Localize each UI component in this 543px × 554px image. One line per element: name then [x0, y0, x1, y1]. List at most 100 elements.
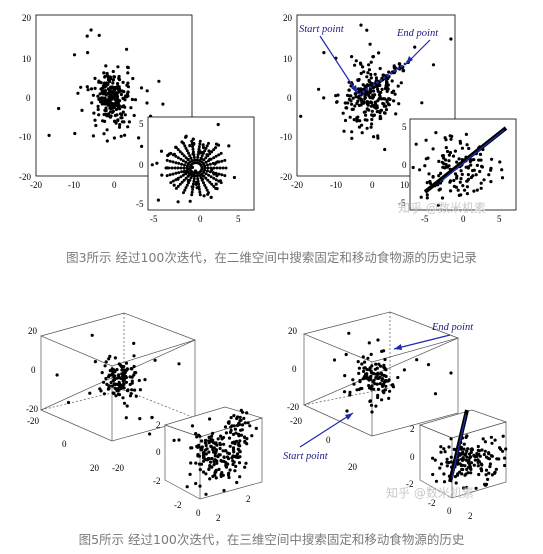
scatter-point — [102, 81, 106, 85]
scatter-point — [191, 174, 195, 178]
scatter-point — [367, 63, 371, 67]
scatter-point — [462, 447, 466, 451]
scatter-point — [424, 138, 428, 142]
scatter-point — [193, 169, 197, 173]
scatter-point — [212, 172, 216, 176]
scatter-point — [200, 439, 204, 443]
scatter-point — [89, 28, 93, 32]
scatter-point — [469, 471, 473, 475]
scatter-point — [157, 79, 161, 83]
scatter-point — [431, 456, 435, 460]
scatter-point — [354, 95, 358, 99]
scatter-point — [359, 23, 363, 27]
scatter-point — [127, 120, 131, 124]
scatter-point — [394, 112, 398, 116]
scatter-point — [105, 128, 109, 132]
scatter-point — [229, 416, 233, 420]
scatter-point — [72, 53, 77, 57]
scatter-point — [369, 403, 374, 407]
scatter-point — [474, 173, 478, 177]
scatter-point — [184, 176, 188, 180]
scatter-point — [191, 137, 195, 141]
scatter-point — [124, 361, 129, 365]
scatter-point — [440, 160, 444, 164]
fig5-left-front-tick-m20b: -20 — [112, 463, 124, 473]
fig5-right-inset-ztick-m2: -2 — [406, 479, 414, 489]
figure5-caption: 图5所示 经过100次迭代，在三维空间中搜索固定和移动食物源的历史 — [78, 532, 465, 547]
scatter-point — [150, 415, 154, 420]
scatter-point — [239, 433, 243, 437]
scatter-point — [441, 154, 445, 158]
fig3-right-inset-ytick-m5: -5 — [398, 198, 406, 208]
scatter-point — [195, 186, 199, 190]
scatter-point — [118, 87, 122, 91]
scatter-point — [231, 459, 235, 463]
scatter-point — [428, 179, 432, 184]
scatter-point — [234, 464, 238, 468]
scatter-point — [375, 382, 379, 386]
scatter-point — [489, 180, 493, 184]
scatter-point — [460, 172, 464, 176]
scatter-point — [238, 455, 242, 459]
scatter-point — [211, 431, 215, 435]
scatter-point — [466, 447, 470, 451]
scatter-point — [459, 447, 463, 451]
scatter-point — [214, 154, 218, 158]
scatter-point — [461, 467, 465, 472]
scatter-point — [396, 375, 400, 380]
scatter-point — [212, 148, 216, 152]
scatter-point — [228, 430, 233, 434]
fig5-left-ztick-m20: -20 — [26, 404, 38, 414]
scatter-point — [110, 90, 114, 94]
scatter-point — [189, 461, 193, 465]
scatter-point — [139, 86, 144, 90]
scatter-point — [237, 434, 241, 438]
scatter-point — [86, 51, 90, 55]
scatter-point — [166, 153, 170, 158]
fig3-left-inset-xtick-5: 5 — [236, 214, 241, 224]
scatter-point — [365, 372, 369, 376]
fig5-right-ztick-m20: -20 — [287, 402, 299, 412]
scatter-point — [182, 178, 186, 182]
scatter-point — [187, 167, 191, 171]
scatter-point — [365, 118, 369, 122]
scatter-point — [469, 163, 473, 167]
scatter-point — [235, 480, 239, 485]
scatter-point — [109, 110, 113, 114]
scatter-point — [172, 183, 176, 187]
scatter-point — [170, 166, 174, 170]
scatter-point — [374, 404, 378, 408]
scatter-point — [204, 492, 208, 496]
scatter-point — [461, 463, 465, 467]
scatter-point — [97, 80, 101, 84]
scatter-point — [159, 149, 164, 153]
scatter-point — [233, 427, 237, 431]
fig3-right-ytick-m10: -10 — [280, 132, 292, 142]
scatter-point — [365, 75, 369, 79]
scatter-point — [137, 378, 141, 383]
scatter-point — [125, 367, 129, 371]
scatter-point — [190, 139, 194, 143]
scatter-point — [390, 79, 394, 83]
scatter-point — [176, 184, 180, 188]
scatter-point — [101, 84, 105, 88]
fig5-start-point-label: Start point — [283, 451, 329, 462]
scatter-point — [479, 181, 483, 185]
scatter-point — [375, 366, 379, 370]
scatter-point — [498, 160, 502, 164]
scatter-point — [195, 158, 199, 162]
scatter-point — [203, 441, 207, 445]
scatter-point — [353, 104, 357, 108]
scatter-point — [208, 180, 212, 184]
scatter-point — [458, 180, 462, 184]
scatter-point — [227, 436, 232, 440]
scatter-point — [204, 160, 208, 164]
scatter-point — [165, 166, 169, 170]
scatter-point — [168, 173, 172, 177]
scatter-point — [209, 445, 214, 449]
scatter-point — [217, 153, 221, 157]
scatter-point — [140, 144, 144, 148]
scatter-point — [112, 136, 116, 140]
scatter-point — [191, 187, 195, 191]
scatter-point — [360, 123, 364, 127]
